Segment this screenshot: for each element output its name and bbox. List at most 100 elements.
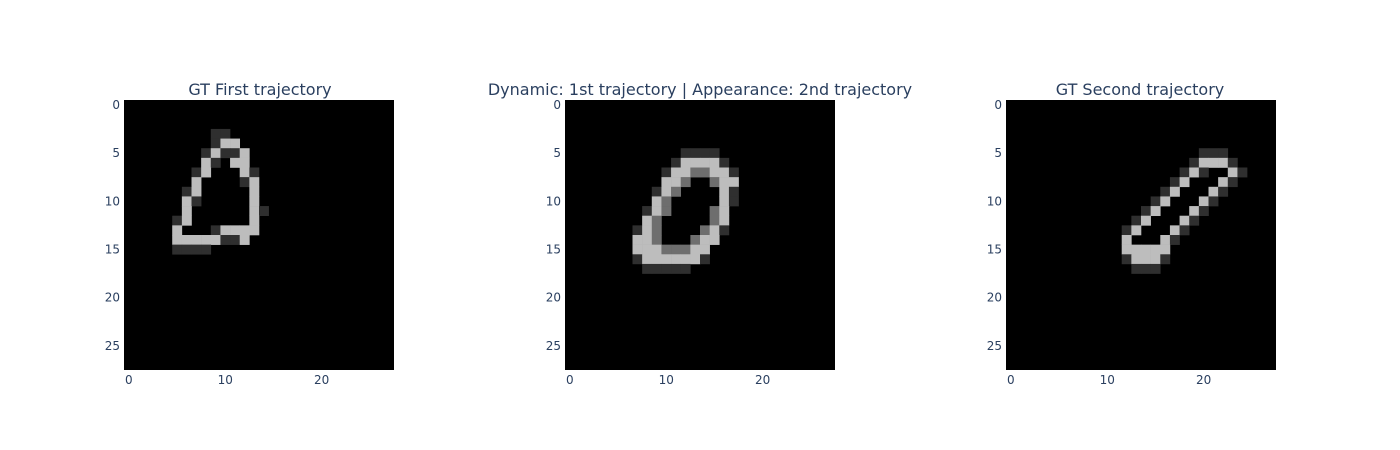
heatmap-cell [210,235,221,245]
heatmap-cell [1179,215,1190,226]
heatmap-cell [719,186,730,197]
heatmap-cell [1121,244,1132,255]
heatmap-cell [700,148,710,159]
heatmap-cell [651,215,662,226]
heatmap-cell [172,244,183,255]
heatmap-cell [680,263,691,274]
heatmap-cell [210,225,221,236]
heatmap-cell [719,206,730,217]
heatmap-cell [719,177,730,188]
heatmap-cell [201,157,212,168]
heatmap-cell [671,186,682,197]
heatmap-cell [709,225,720,236]
y-tick-label: 25 [546,339,561,353]
heatmap-cell [249,215,260,226]
y-tick-label: 15 [987,242,1002,256]
subplot-3-heatmap-cells [1121,148,1248,274]
heatmap-cell [709,167,720,178]
heatmap-cell [1150,254,1161,265]
heatmap-cell [642,254,653,265]
heatmap-cell [191,196,202,207]
subplot-2-y-axis: 0 5 10 15 20 25 [546,98,561,353]
subplot-1-title: GT First trajectory [188,80,331,99]
x-tick-label: 0 [1007,373,1015,387]
heatmap-cell [680,254,691,265]
heatmap-cell [661,186,672,197]
x-tick-label: 20 [1196,373,1211,387]
x-tick-label: 0 [566,373,574,387]
heatmap-cell [1179,225,1190,236]
heatmap-cell [239,157,250,168]
heatmap-cell [239,167,250,178]
heatmap-cell [632,235,643,245]
heatmap-cell [191,244,202,255]
heatmap-cell [651,196,662,207]
heatmap-cell [1150,206,1161,217]
y-tick-label: 0 [994,98,1002,112]
heatmap-cell [709,235,720,245]
subplot-2: Dynamic: 1st trajectory | Appearance: 2n… [488,80,912,387]
heatmap-cell [249,186,260,197]
heatmap-cell [249,196,260,207]
heatmap-cell [700,235,710,245]
heatmap-cell [680,148,691,159]
heatmap-cell [249,167,260,178]
heatmap-cell [700,157,710,168]
heatmap-cell [249,177,260,188]
heatmap-cell [181,244,192,255]
heatmap-cell [220,225,231,236]
heatmap-cell [1208,157,1219,168]
heatmap-cell [680,157,691,168]
heatmap-cell [181,186,192,197]
y-tick-label: 10 [987,194,1002,208]
heatmap-cell [709,206,720,217]
heatmap-cell [1141,206,1151,217]
heatmap-cell [1179,177,1190,188]
x-tick-label: 10 [659,373,674,387]
heatmap-cell [1189,167,1200,178]
heatmap-cell [680,167,691,178]
heatmap-cell [201,235,212,245]
heatmap-cell [181,215,192,226]
heatmap-cell [172,225,183,236]
subplot-1-x-axis: 0 10 20 [125,373,329,387]
heatmap-cell [1160,254,1171,265]
heatmap-cell [700,167,710,178]
heatmap-cell [239,225,250,236]
subplot-2-title: Dynamic: 1st trajectory | Appearance: 2n… [488,80,912,99]
heatmap-cell [230,148,241,159]
x-tick-label: 20 [314,373,329,387]
heatmap-cell [1218,177,1229,188]
subplot-3-title: GT Second trajectory [1056,80,1225,99]
heatmap-cell [1179,167,1190,178]
heatmap-cell [239,177,250,188]
heatmap-cell [1131,244,1142,255]
heatmap-cell [690,254,701,265]
heatmap-cell [1141,263,1151,274]
heatmap-cell [690,148,701,159]
y-tick-label: 0 [553,98,561,112]
subplot-3-x-axis: 0 10 20 [1007,373,1211,387]
heatmap-cell [172,215,183,226]
subplot-1-y-axis: 0 5 10 15 20 25 [105,98,120,353]
heatmap-cell [191,186,202,197]
heatmap-cell [1198,196,1209,207]
subplot-2-heatmap-cells [632,148,739,274]
heatmap-cell [201,167,212,178]
heatmap-cell [230,225,241,236]
y-tick-label: 20 [987,291,1002,305]
heatmap-cell [230,157,241,168]
heatmap-cell [709,148,720,159]
heatmap-cell [1189,215,1200,226]
heatmap-cell [201,244,212,255]
heatmap-cell [1150,244,1161,255]
heatmap-cell [1208,148,1219,159]
heatmap-cell [259,206,269,217]
heatmap-cell [249,225,260,236]
heatmap-cell [1198,167,1209,178]
heatmap-cell [719,215,730,226]
heatmap-cell [690,157,701,168]
heatmap-cell [661,254,672,265]
subplot-1: GT First trajectory 0 10 20 0 5 10 15 20 25 [105,80,394,387]
heatmap-cell [671,177,682,188]
